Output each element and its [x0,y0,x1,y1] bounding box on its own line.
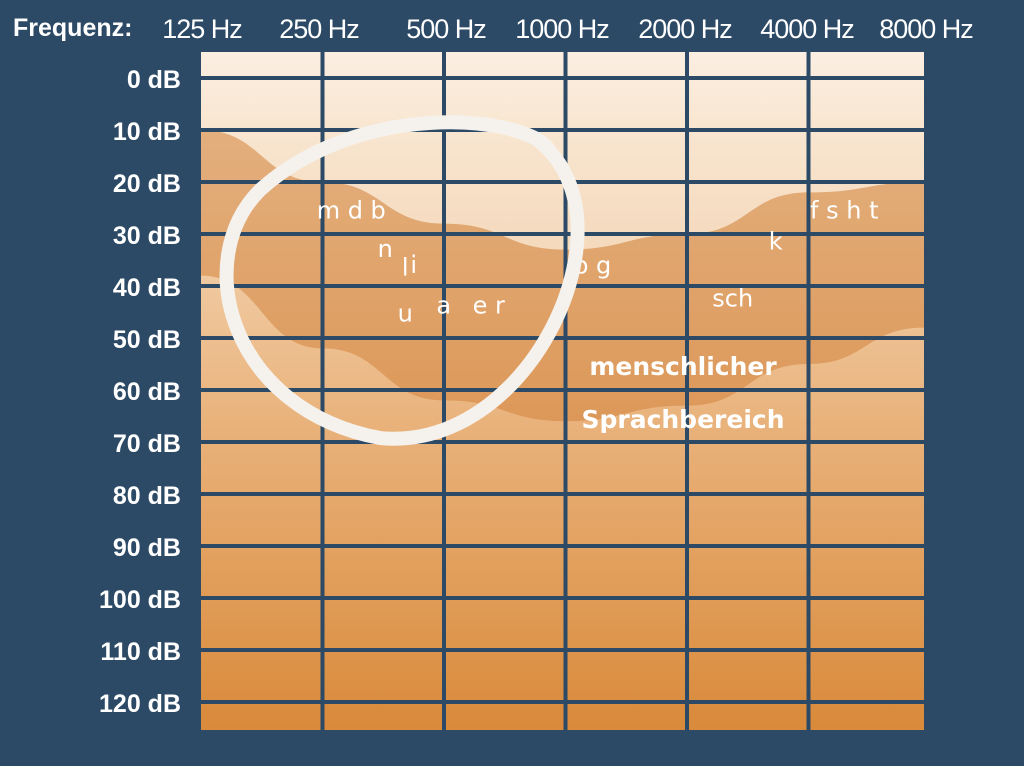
phoneme-label: i [410,251,417,279]
level-label: 70 dB [113,430,181,458]
frequency-label: 2000 Hz [638,14,732,44]
frequency-label: 250 Hz [279,14,359,44]
level-label: 90 dB [113,534,181,562]
phoneme-label: m d b [317,196,386,224]
phoneme-label: f s h t [810,196,878,224]
speech-region-layer [201,52,924,422]
level-label: 110 dB [100,638,181,666]
phoneme-label: sch [712,285,753,313]
level-label: 50 dB [113,326,181,354]
level-labels: 0 dB 10 dB 20 dB 30 dB 40 dB 50 dB 60 dB 70 dB 8… [99,66,181,718]
phoneme-label: e r [473,291,505,319]
highlight-circle [219,115,585,446]
region-label-line-1: menschlicher [589,352,777,381]
frequency-label: 4000 Hz [760,14,854,44]
frequency-label: 1000 Hz [515,14,609,44]
level-label: 0 dB [127,66,181,94]
phoneme-label: l [402,253,409,281]
grid [186,52,924,730]
level-label: 20 dB [113,170,181,198]
level-label: 40 dB [113,274,181,302]
region-label-line-2: Sprachbereich [581,405,784,434]
region-top-wash [201,52,924,250]
speech-region-band [201,130,924,422]
level-label: 10 dB [113,118,181,146]
frequency-label: 500 Hz [406,14,486,44]
frequency-label: 125 Hz [162,14,242,44]
level-label: 30 dB [113,222,181,250]
phoneme-label: a [436,291,451,319]
level-label: 100 dB [99,586,181,614]
level-label: 60 dB [113,378,181,406]
level-label: 120 dB [99,690,181,718]
level-label: 80 dB [113,482,181,510]
phoneme-label: k [769,228,783,256]
frequency-labels: 125 Hz 250 Hz 500 Hz 1000 Hz 2000 Hz 4000 Hz 8… [162,14,974,44]
frequency-label: 8000 Hz [879,14,973,44]
phoneme-label: n [378,235,393,263]
phoneme-label: u [398,300,413,328]
frequency-axis-title: Frequenz: [13,14,132,42]
